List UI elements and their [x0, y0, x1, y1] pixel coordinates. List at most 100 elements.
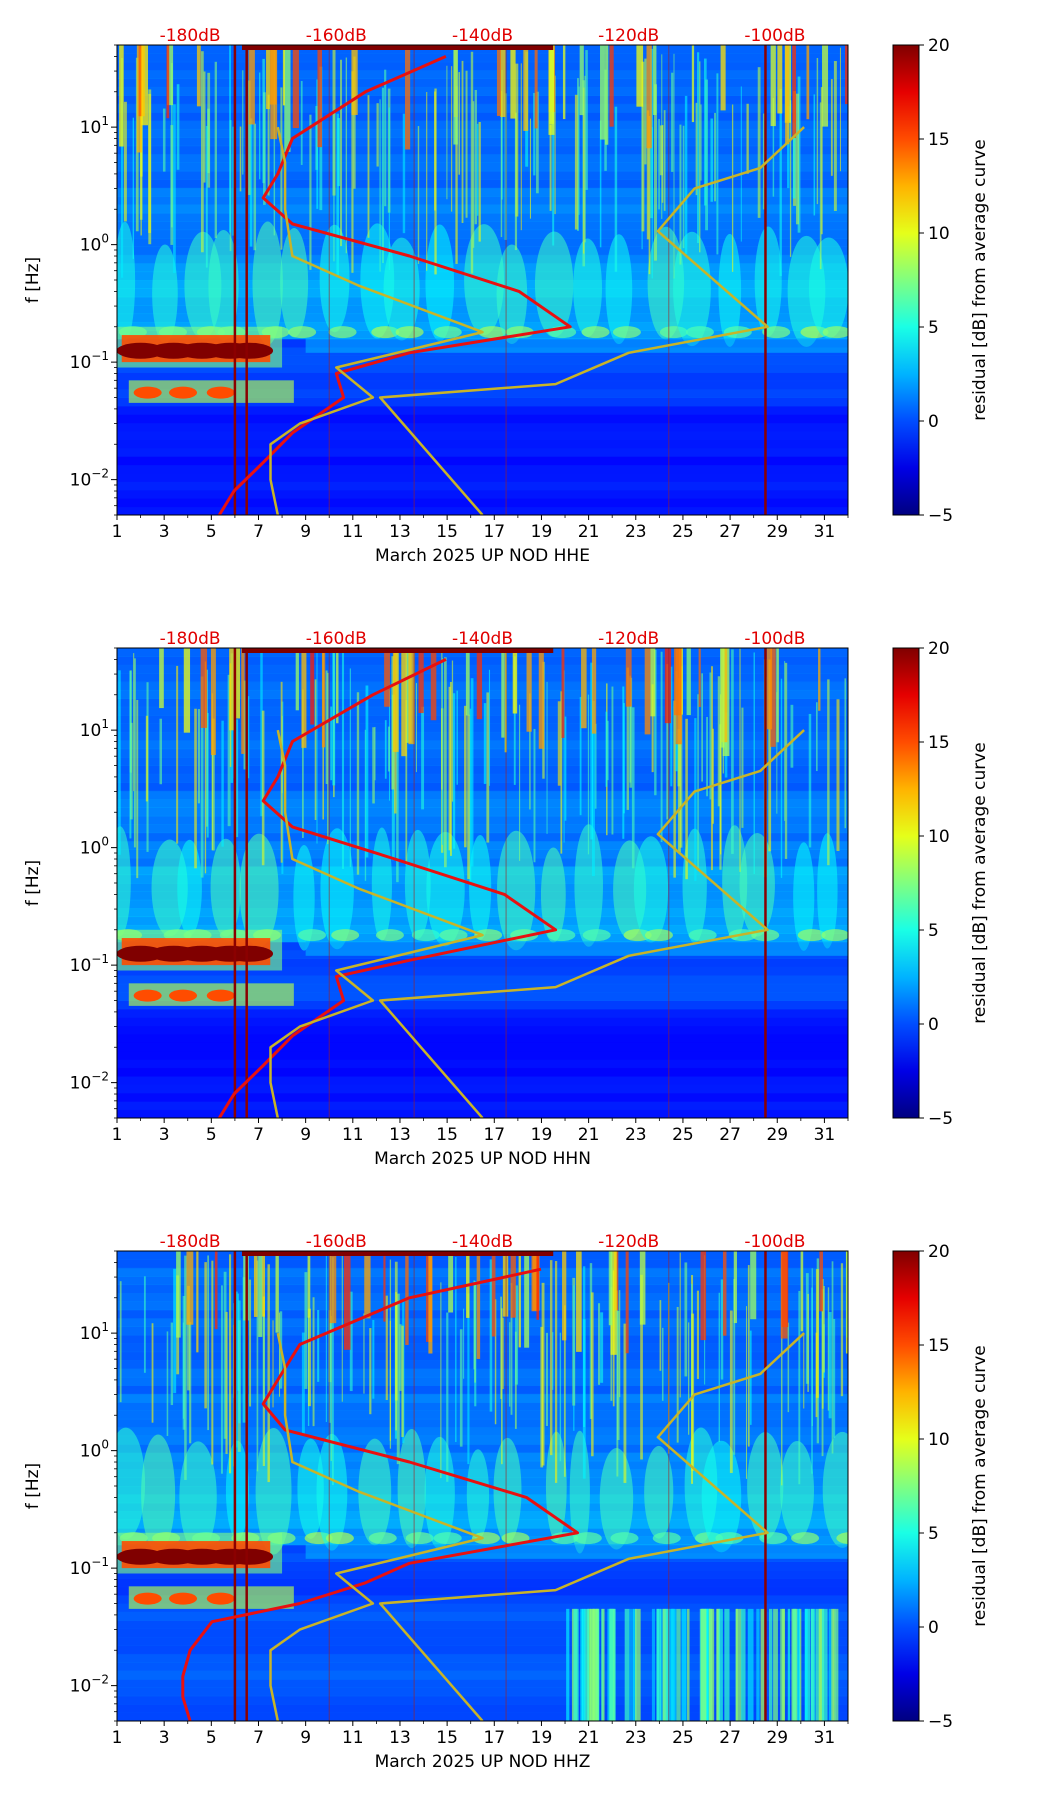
colorbar-tick-label: −5	[928, 506, 953, 526]
y-tick-label: 10−2	[70, 467, 109, 491]
colorbar-label: residual [dB] from average curve	[970, 139, 990, 420]
hf-transient	[780, 1251, 788, 1339]
spectrogram-band	[117, 489, 848, 499]
transient-streak	[402, 113, 406, 234]
transient-streak	[228, 1254, 232, 1474]
transient-streak	[166, 1331, 169, 1436]
x-tick-label: 17	[483, 1125, 505, 1145]
transient-streak	[238, 1300, 241, 1424]
transient-streak	[691, 1313, 695, 1471]
hf-transient	[523, 45, 529, 131]
transient-streak	[474, 89, 477, 225]
transient-streak	[280, 681, 283, 863]
microseism-swell	[117, 221, 136, 341]
transient-streak	[640, 1274, 643, 1460]
transient-streak	[746, 103, 749, 174]
transient-streak	[659, 1300, 662, 1371]
transient-streak	[401, 1325, 404, 1437]
transient-streak	[594, 723, 597, 809]
hf-transient	[500, 45, 506, 117]
hf-transient	[401, 648, 407, 757]
lowfreq-noise	[651, 1608, 655, 1721]
transient-streak	[733, 1278, 736, 1455]
spectrogram-band	[117, 1025, 848, 1035]
spectrogram-band	[117, 179, 848, 189]
transient-streak	[529, 118, 531, 219]
transient-streak	[118, 670, 121, 855]
x-tick-label: 29	[766, 522, 788, 542]
spectrogram-band	[117, 380, 848, 390]
spectrogram-band	[117, 782, 848, 792]
hf-transient	[183, 648, 191, 733]
hf-transient	[733, 1251, 737, 1324]
spectrogram-band	[117, 1318, 848, 1328]
spectrogram-band	[117, 1620, 848, 1630]
transient-streak	[330, 1316, 332, 1461]
microseism-peak	[685, 326, 714, 339]
transient-streak	[554, 1260, 558, 1483]
transient-streak	[446, 1312, 449, 1482]
transient-streak	[470, 51, 474, 274]
transient-streak	[718, 1292, 720, 1442]
microseism-peak	[581, 326, 610, 339]
spectrogram	[117, 648, 848, 1118]
transient-streak	[706, 716, 708, 797]
transient-streak	[529, 693, 531, 810]
transient-streak	[679, 124, 682, 265]
transient-streak	[716, 73, 719, 255]
transient-streak	[798, 1290, 801, 1485]
panel-2: 1 3 5 7 9 11 13 15 17 19 21 23 25 27 29 3110−210−110010…	[23, 629, 990, 1169]
spectrogram-band	[117, 61, 848, 71]
transient-streak	[267, 1264, 270, 1483]
microseism-peak	[395, 326, 424, 339]
microseism-swell	[239, 833, 279, 948]
x-tick-label: 3	[159, 1125, 170, 1145]
hf-transient	[383, 1251, 386, 1322]
x-tick-label: 29	[766, 1728, 788, 1748]
transient-streak	[564, 716, 567, 821]
transient-streak	[364, 729, 367, 881]
transient-streak	[583, 87, 585, 254]
lowfreq-noise	[815, 1608, 821, 1721]
lowfreq-noise	[624, 1608, 630, 1721]
transient-streak	[676, 1306, 679, 1443]
transient-streak	[242, 1277, 246, 1423]
hf-transient	[270, 45, 278, 140]
spectrogram-band	[117, 824, 848, 834]
transient-streak	[133, 653, 135, 792]
lowfreq-noise	[818, 1608, 822, 1721]
lowfreq-noise	[588, 1608, 591, 1721]
hf-transient	[261, 1251, 265, 1317]
transient-streak	[302, 689, 304, 838]
transient-streak	[712, 728, 714, 824]
hf-transient	[408, 648, 415, 745]
microseism-peak	[652, 1532, 681, 1545]
transient-streak	[272, 1320, 274, 1408]
spectrogram-band	[117, 1000, 848, 1010]
spectrogram-band	[117, 1284, 848, 1294]
hf-transient	[609, 45, 614, 127]
hf-transient	[646, 45, 652, 149]
lowfreq-noise	[834, 1608, 839, 1721]
transient-streak	[129, 670, 132, 839]
transient-streak	[779, 88, 782, 277]
transient-streak	[678, 678, 681, 853]
transient-streak	[405, 700, 408, 865]
hf-transient	[777, 45, 783, 114]
hf-transient	[512, 648, 518, 714]
microseism-swell	[210, 838, 242, 937]
transient-streak	[232, 126, 235, 236]
panel-1: 1 3 5 7 9 11 13 15 17 19 21 23 25 27 29 3110−210−110010…	[23, 26, 990, 566]
x-tick-label: 13	[389, 522, 411, 542]
transient-streak	[747, 1265, 750, 1447]
transient-streak	[781, 1253, 783, 1486]
spectrogram-band	[117, 689, 848, 699]
transient-streak	[182, 1322, 185, 1419]
hf-transient	[266, 45, 270, 110]
transient-streak	[623, 1323, 627, 1483]
hf-transient	[453, 45, 458, 145]
colorbar-tick-label: 10	[928, 1430, 950, 1450]
hf-transient	[653, 45, 657, 115]
microseism-peak	[471, 1532, 500, 1545]
colorbar-label: residual [dB] from average curve	[970, 742, 990, 1023]
